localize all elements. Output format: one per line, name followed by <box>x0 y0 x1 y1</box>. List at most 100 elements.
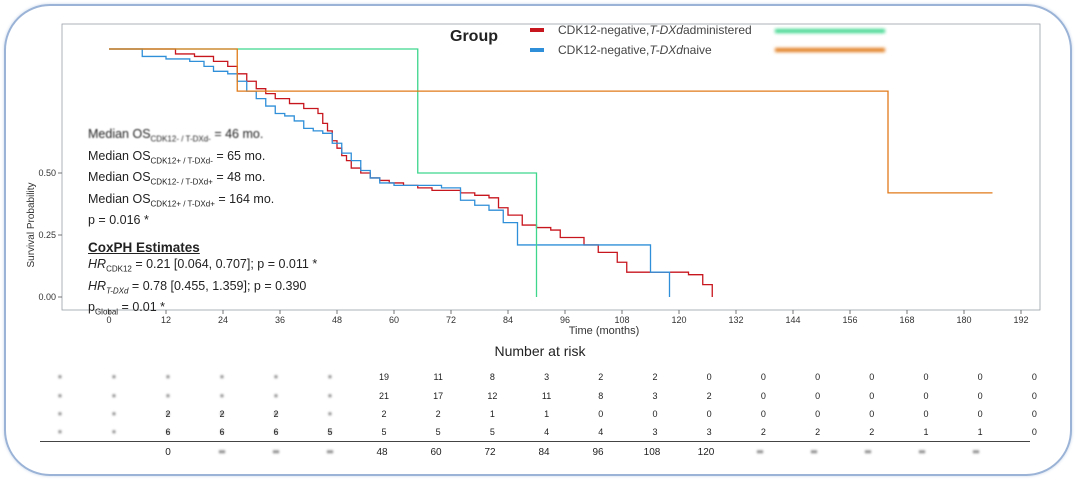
legend-label: CDK12-negative, <box>558 23 650 37</box>
x-tick-label: 192 <box>1013 315 1028 325</box>
risk-axis-label: 72 <box>484 447 496 458</box>
risk-cell: 2 <box>435 409 441 419</box>
risk-axis-label: 60 <box>430 447 442 458</box>
risk-cell-blurred: • <box>328 391 332 401</box>
risk-cell: 3 <box>544 372 550 382</box>
risk-cell: 11 <box>541 391 552 401</box>
risk-cell: 0 <box>923 372 929 382</box>
x-tick-label: 36 <box>275 315 285 325</box>
risk-axis-label: 96 <box>592 447 604 458</box>
x-tick-label: 96 <box>560 315 570 325</box>
risk-axis-label-blurred: •• <box>218 447 226 457</box>
risk-cell: 0 <box>815 409 821 419</box>
risk-cell-blurred: • <box>166 427 170 437</box>
risk-cell-left: 6 <box>165 427 171 437</box>
x-tick-label: 48 <box>332 315 342 325</box>
risk-cell: 0 <box>706 409 712 419</box>
risk-cell: 19 <box>378 372 390 382</box>
risk-cell-blurred: • <box>58 372 62 382</box>
legend-label-tail: naive <box>682 43 712 57</box>
y-tick-label: 0.00 <box>38 292 56 302</box>
x-tick-label: 108 <box>614 315 629 325</box>
risk-cell-left: 2 <box>219 409 225 419</box>
risk-cell-blurred: • <box>58 427 62 437</box>
median-line-2: Median OSCDK12+ / T-DXd- = 65 mo. <box>88 148 266 166</box>
risk-axis-label-blurred: •• <box>326 447 334 457</box>
legend-item-naive: CDK12-negative, T-DXd naive <box>530 43 712 57</box>
risk-cell: 12 <box>487 391 498 401</box>
legend-label: CDK12-negative, <box>558 43 650 57</box>
risk-table-title: Number at risk <box>494 343 586 359</box>
risk-cell-left: 6 <box>219 427 225 437</box>
x-tick-label: 120 <box>671 315 686 325</box>
risk-cell: 0 <box>706 372 712 382</box>
x-tick-label: 168 <box>899 315 914 325</box>
risk-axis-label-blurred: •• <box>918 447 926 457</box>
risk-cell: 0 <box>869 409 875 419</box>
median-line-3: Median OSCDK12- / T-DXd+ = 48 mo. <box>88 170 266 187</box>
risk-cell: 0 <box>1031 391 1037 401</box>
risk-cell: 8 <box>489 372 495 382</box>
risk-cell-blurred: • <box>166 409 170 419</box>
risk-cell: 2 <box>598 372 604 382</box>
risk-cell-blurred: • <box>112 391 116 401</box>
risk-axis-label-blurred: •• <box>972 447 980 457</box>
risk-cell-blurred: • <box>58 391 62 401</box>
risk-cell: 2 <box>815 427 821 437</box>
legend-swatch-blurred-green <box>775 29 885 33</box>
legend-label-italic: T-DXd <box>649 43 683 57</box>
risk-cell: 8 <box>598 391 604 401</box>
risk-cell: 2 <box>869 427 875 437</box>
plot-border <box>61 23 1041 311</box>
risk-cell: 2 <box>706 391 712 401</box>
statistics-box: Median OSCDK12- / T-DXd- = 46 mo. Median… <box>88 126 317 321</box>
risk-cell: 0 <box>869 391 875 401</box>
hr-line-cdk12: HRCDK12 = 0.21 [0.064, 0.707]; p = 0.011… <box>88 257 318 274</box>
risk-axis-label-blurred: •• <box>272 447 280 457</box>
x-tick-label: 180 <box>956 315 971 325</box>
chart-card <box>4 4 1072 476</box>
y-tick-label: 0.25 <box>38 230 56 240</box>
y-tick-label: 0.50 <box>38 168 56 178</box>
risk-cell-blurred: • <box>328 427 332 437</box>
risk-cell: 11 <box>433 372 443 382</box>
risk-cell-blurred: • <box>328 372 332 382</box>
risk-cell-blurred: • <box>274 427 278 437</box>
risk-cell: 4 <box>598 427 604 437</box>
risk-cell: 0 <box>815 391 821 401</box>
median-line-4: Median OSCDK12+ / T-DXd+ = 164 mo. <box>88 191 275 209</box>
risk-cell-left: 5 <box>327 427 333 437</box>
risk-cell-blurred: • <box>166 391 170 401</box>
risk-cell: 0 <box>923 409 929 419</box>
risk-cell: 3 <box>652 391 658 401</box>
risk-cell-left: 6 <box>273 427 279 437</box>
risk-cell: 5 <box>435 427 441 437</box>
legend-title: Group <box>450 28 498 45</box>
x-tick-label: 84 <box>503 315 513 325</box>
pglobal-line: pGlobal = 0.01 * <box>88 300 165 317</box>
risk-cell: 0 <box>869 372 875 382</box>
risk-cell: 5 <box>489 427 495 437</box>
risk-cell-blurred: • <box>274 372 278 382</box>
risk-cell: 0 <box>760 372 766 382</box>
risk-axis-label: 84 <box>538 447 550 458</box>
risk-axis-label: 48 <box>376 447 388 458</box>
risk-cell-blurred: • <box>220 427 224 437</box>
risk-cell-blurred: • <box>112 427 116 437</box>
coxph-title: CoxPH Estimates <box>88 240 200 255</box>
risk-cell-blurred: • <box>274 391 278 401</box>
risk-cell: 0 <box>815 372 821 382</box>
risk-cell: 1 <box>923 427 929 437</box>
x-tick-label: 72 <box>446 315 456 325</box>
risk-cell: 0 <box>977 391 983 401</box>
legend-label-italic: T-DXd <box>649 23 683 37</box>
risk-cell-blurred: • <box>220 391 224 401</box>
risk-cell: 1 <box>544 409 550 419</box>
risk-cell-blurred: • <box>112 372 116 382</box>
risk-cell: 2 <box>652 372 658 382</box>
risk-cell: 21 <box>378 391 390 401</box>
x-tick-label: 24 <box>218 315 228 325</box>
x-tick-label: 156 <box>842 315 857 325</box>
